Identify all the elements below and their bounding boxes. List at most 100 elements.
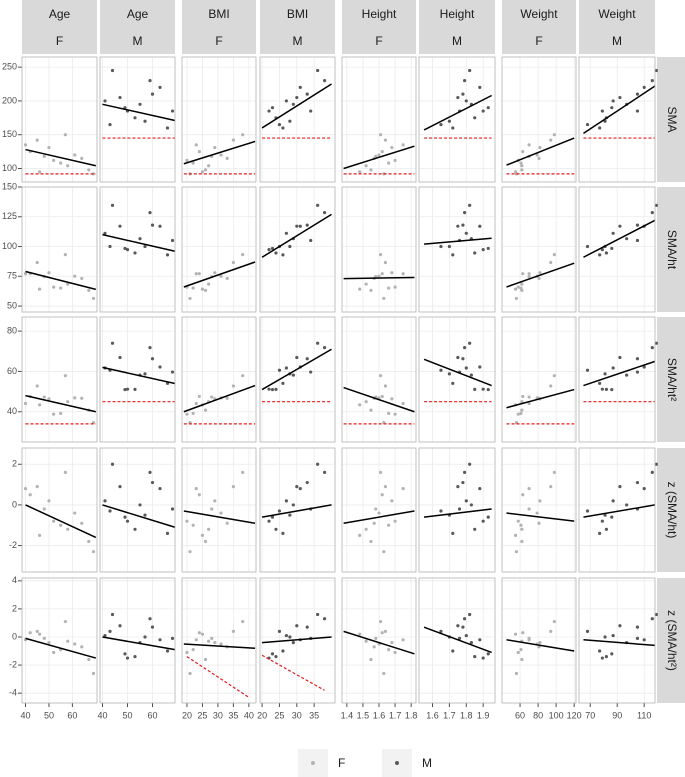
strip-label: F (375, 34, 382, 48)
point (451, 649, 455, 653)
point (277, 509, 282, 513)
point (468, 341, 472, 345)
panel (578, 316, 658, 443)
point (610, 106, 614, 110)
fit-line (25, 637, 97, 659)
point (585, 629, 590, 633)
y-tick-label: -2 (9, 659, 17, 669)
strip-label: SMA/ht (665, 230, 679, 270)
point (37, 632, 42, 636)
strip-background (342, 0, 416, 54)
point (91, 671, 96, 676)
point (231, 384, 235, 388)
panel (21, 56, 98, 183)
panel-background (260, 578, 335, 703)
point (618, 95, 622, 100)
point (200, 287, 205, 291)
fit-line (261, 83, 332, 129)
point (66, 282, 70, 286)
panel-border (21, 447, 98, 573)
point (298, 224, 302, 228)
point (288, 244, 292, 249)
point (600, 248, 604, 252)
point (143, 635, 147, 639)
point (379, 374, 383, 378)
point (514, 550, 519, 554)
point (537, 156, 541, 160)
point (358, 632, 362, 636)
point (42, 636, 46, 640)
x-tick-label: 40 (244, 710, 254, 720)
point (401, 401, 405, 406)
point (516, 650, 520, 655)
y-tick-label: 250 (2, 62, 17, 72)
point (270, 652, 275, 656)
panel-background (182, 317, 256, 442)
panel (21, 577, 98, 704)
strip-background (419, 0, 495, 54)
panel (341, 316, 417, 443)
panel-background (502, 448, 576, 572)
fit-line (506, 388, 575, 409)
point (611, 366, 615, 370)
fit-line (183, 140, 256, 165)
point (464, 499, 468, 503)
point (610, 246, 614, 251)
point (537, 521, 541, 525)
point (650, 79, 654, 83)
panel (341, 186, 417, 313)
point (274, 527, 278, 531)
x-tick-label: 1.6 (373, 710, 386, 720)
point (377, 153, 381, 157)
point (148, 79, 152, 83)
fit-line (183, 510, 256, 524)
point (635, 480, 640, 485)
panel (21, 447, 98, 573)
strip-background (100, 0, 175, 54)
point (380, 394, 384, 399)
point (600, 387, 604, 391)
point (390, 499, 394, 503)
point (618, 355, 622, 360)
point (393, 412, 397, 416)
point (390, 145, 394, 150)
point (225, 276, 229, 281)
point (191, 648, 195, 652)
fit-line (262, 636, 332, 644)
point (387, 286, 391, 290)
point (379, 470, 383, 474)
point (625, 503, 629, 507)
point (598, 126, 602, 130)
panel (578, 186, 658, 313)
point (486, 515, 490, 519)
fit-line (261, 504, 332, 518)
point (63, 470, 67, 474)
point (463, 470, 467, 474)
panel-border (181, 447, 257, 573)
point (80, 645, 84, 649)
point (80, 521, 84, 525)
point (401, 143, 405, 147)
point (125, 519, 130, 523)
point (103, 99, 107, 103)
point (203, 168, 208, 172)
point (372, 645, 376, 649)
strip-background (22, 0, 97, 54)
point (549, 138, 553, 142)
point (527, 638, 531, 642)
x-tick-label: 30 (213, 710, 223, 720)
point (520, 164, 524, 168)
point (207, 527, 211, 531)
point (468, 612, 472, 617)
point (118, 95, 122, 100)
point (379, 133, 383, 137)
cutoff-line (261, 654, 325, 691)
point (611, 231, 615, 235)
point (654, 612, 658, 617)
point (377, 274, 381, 278)
point (305, 223, 309, 227)
y-tick-label: 125 (2, 211, 17, 221)
strip-label: z (SMA/ht²) (665, 610, 679, 671)
point (23, 143, 28, 147)
x-tick-label: 1.4 (341, 710, 354, 720)
